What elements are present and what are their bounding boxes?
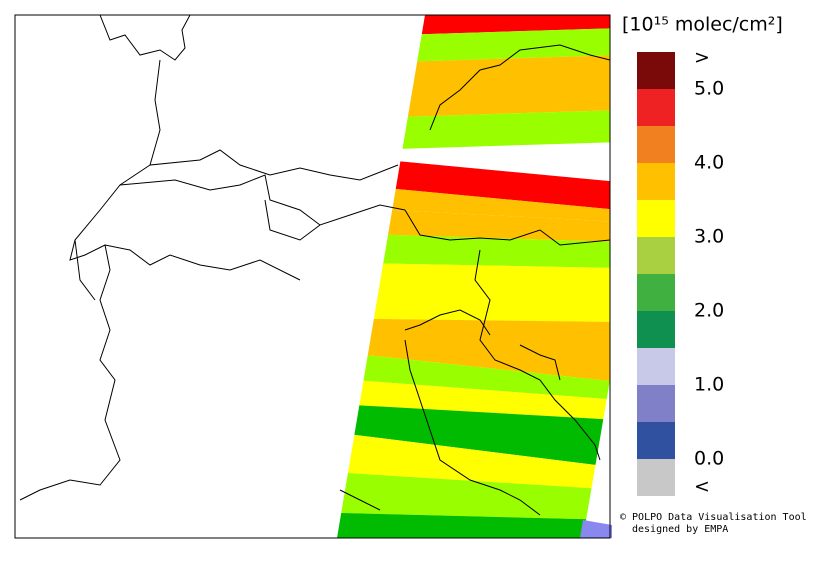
colorbar-box	[637, 385, 675, 422]
credit-line: designed by EMPA	[632, 524, 728, 535]
map-frame	[14, 14, 611, 539]
colorbar-box	[637, 274, 675, 311]
colorbar-label: >	[694, 47, 710, 69]
colorbar-box	[637, 311, 675, 348]
colorbar-label: 2.0	[694, 300, 724, 322]
colorbar-box	[637, 237, 675, 274]
colorbar-box	[637, 163, 675, 200]
country-borders	[19, 15, 610, 516]
colorbar-label: 3.0	[694, 226, 724, 248]
colorbar: >5.0 4.0 3.0 2.0 1.0 0.0 <	[637, 47, 724, 498]
colorbar-label: <	[694, 476, 710, 498]
colorbar-label: 0.0	[694, 448, 724, 470]
colorbar-box	[637, 200, 675, 237]
colorbar-box	[637, 348, 675, 385]
colorbar-box	[637, 52, 675, 89]
colorbar-box	[637, 89, 675, 126]
legend-title: [10¹⁵ molec/cm²]	[622, 14, 783, 36]
colorbar-box	[637, 126, 675, 163]
swath-edge	[580, 520, 612, 538]
colorbar-label: 4.0	[694, 152, 724, 174]
colorbar-box	[637, 459, 675, 496]
credit-line: © POLPO Data Visualisation Tool	[620, 512, 807, 523]
colorbar-box	[637, 422, 675, 459]
colorbar-label: 1.0	[694, 374, 724, 396]
colorbar-label: 5.0	[694, 78, 724, 100]
